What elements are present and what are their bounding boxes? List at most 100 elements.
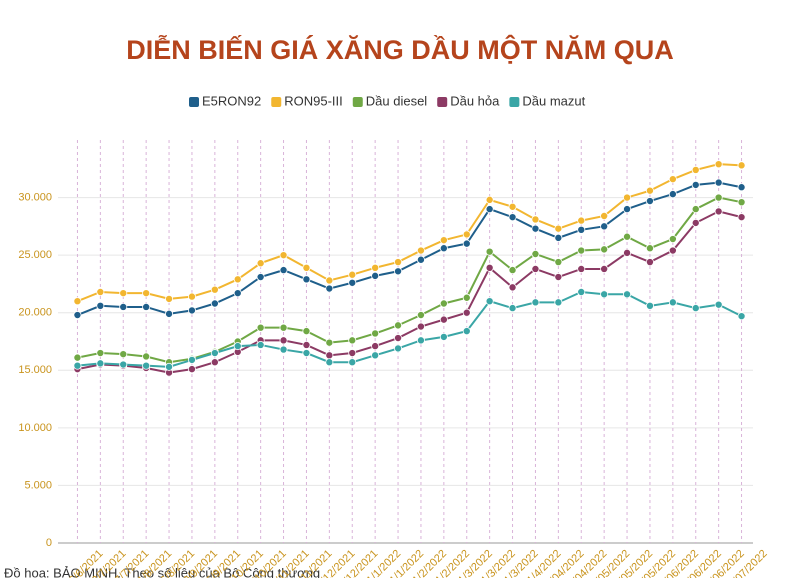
data-point <box>554 258 563 267</box>
legend-label: E5RON92 <box>202 93 261 108</box>
data-point <box>96 359 105 368</box>
data-point <box>462 308 471 317</box>
data-point <box>462 327 471 336</box>
data-point <box>394 334 403 343</box>
data-point <box>73 311 82 320</box>
data-point <box>600 290 609 299</box>
data-point <box>165 294 174 303</box>
series-line <box>77 196 742 364</box>
data-point <box>531 224 540 233</box>
data-point <box>416 255 425 264</box>
data-point <box>165 362 174 371</box>
data-point <box>96 301 105 310</box>
data-point <box>508 283 517 292</box>
data-point <box>371 342 380 351</box>
legend-label: RON95-III <box>284 93 343 108</box>
data-point <box>325 276 334 285</box>
data-point <box>554 273 563 282</box>
data-point <box>416 322 425 331</box>
data-point <box>508 213 517 222</box>
data-point <box>462 293 471 302</box>
y-tick-label: 10.000 <box>18 422 52 434</box>
legend-label: Dầu hỏa <box>450 93 500 108</box>
data-point <box>325 351 334 360</box>
data-point <box>439 315 448 324</box>
data-point <box>554 298 563 307</box>
data-point <box>210 299 219 308</box>
data-point <box>577 264 586 273</box>
data-point <box>714 300 723 309</box>
data-point <box>577 216 586 225</box>
chart-title: DIỄN BIẾN GIÁ XĂNG DẦU MỘT NĂM QUA <box>126 34 674 65</box>
data-point <box>210 285 219 294</box>
data-point <box>531 249 540 258</box>
data-point <box>691 218 700 227</box>
data-point <box>737 161 746 170</box>
data-point <box>279 266 288 275</box>
data-point <box>187 355 196 364</box>
legend: E5RON92 RON95-III Dầu diesel Dầu hỏa Dầu maz… <box>189 93 586 108</box>
data-point <box>668 190 677 199</box>
data-point <box>210 358 219 367</box>
data-point <box>645 301 654 310</box>
series-line <box>77 210 742 374</box>
data-point <box>325 358 334 367</box>
data-point <box>302 327 311 336</box>
data-point <box>142 352 151 361</box>
data-point <box>623 205 632 214</box>
series-line <box>77 290 742 368</box>
data-point <box>737 198 746 207</box>
data-point <box>439 332 448 341</box>
series-line <box>77 181 742 316</box>
data-point <box>210 349 219 358</box>
data-point <box>279 323 288 332</box>
legend-label: Dầu diesel <box>366 93 428 108</box>
data-point <box>508 304 517 313</box>
data-point <box>737 312 746 321</box>
data-point <box>600 245 609 254</box>
data-point <box>577 246 586 255</box>
data-point <box>142 302 151 311</box>
y-tick-label: 30.000 <box>18 191 52 203</box>
data-point <box>371 271 380 280</box>
data-point <box>645 244 654 253</box>
series-line <box>77 163 742 303</box>
data-point <box>119 360 128 369</box>
data-point <box>233 342 242 351</box>
data-point <box>645 258 654 267</box>
data-point <box>485 297 494 306</box>
data-point <box>508 266 517 275</box>
data-point <box>416 336 425 345</box>
data-point <box>233 289 242 298</box>
data-point <box>394 344 403 353</box>
data-point <box>691 165 700 174</box>
data-point <box>737 213 746 222</box>
data-point <box>394 321 403 330</box>
legend-swatch <box>189 97 199 107</box>
legend-label: Dầu mazut <box>522 93 585 108</box>
data-point <box>73 297 82 306</box>
data-point <box>554 224 563 233</box>
data-point <box>302 275 311 284</box>
data-point <box>577 225 586 234</box>
data-point <box>623 248 632 257</box>
source-note: Đồ họa: BẢO MINH. Theo số liệu của Bộ Cô… <box>4 565 320 578</box>
data-point <box>348 336 357 345</box>
data-point <box>645 197 654 206</box>
data-point <box>600 222 609 231</box>
data-point <box>462 230 471 239</box>
legend-swatch <box>509 97 520 107</box>
data-point <box>577 287 586 296</box>
data-point <box>348 349 357 358</box>
data-point <box>73 353 82 362</box>
data-point <box>279 345 288 354</box>
data-point <box>714 178 723 187</box>
data-point <box>73 361 82 370</box>
data-point <box>371 351 380 360</box>
data-point <box>439 236 448 245</box>
data-point <box>96 287 105 296</box>
data-point <box>691 304 700 313</box>
data-point <box>142 289 151 298</box>
